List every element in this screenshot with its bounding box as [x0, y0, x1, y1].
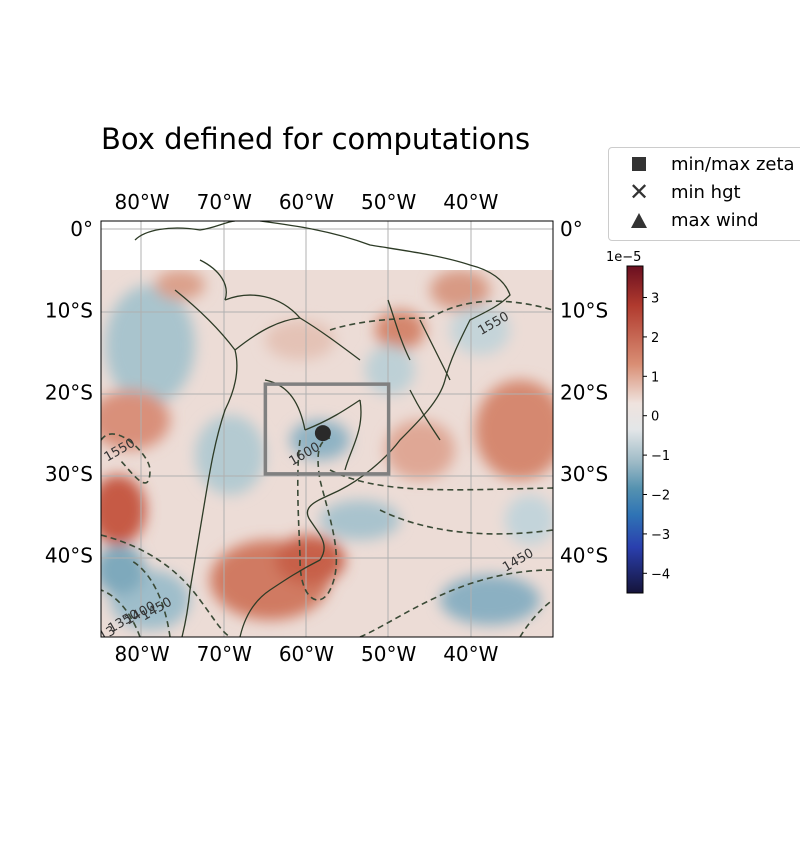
contour-1450-se: [359, 569, 553, 637]
colorbar-tick-label: 3: [651, 292, 659, 307]
lat-label-left: 10°S: [45, 299, 93, 323]
lat-labels-right: 0° 10°S 20°S 30°S 40°S: [560, 217, 608, 567]
colorbar-tick-label: −3: [651, 528, 670, 543]
x-marker-icon: ✕: [628, 178, 650, 206]
lon-label-top: 50°W: [361, 190, 416, 214]
lat-label-right: 20°S: [560, 380, 608, 404]
contour-1550-north: [329, 300, 553, 331]
contour-1550-west: [101, 433, 151, 484]
lon-label-top: 70°W: [197, 190, 252, 214]
contour-1400: [129, 559, 171, 637]
lat-labels-left: 0° 10°S 20°S 30°S 40°S: [45, 217, 93, 567]
contour-east: [329, 469, 553, 491]
coastline-west: [174, 289, 238, 637]
lon-label-bottom: 40°W: [443, 642, 498, 666]
contour-1600: [296, 437, 338, 601]
lon-label-bottom: 70°W: [197, 642, 252, 666]
contour-1450-sw: [101, 534, 231, 637]
lat-label-left: 20°S: [45, 380, 93, 404]
legend-item-hgt: ✕ min hgt: [609, 180, 741, 204]
lat-label-right: 30°S: [560, 462, 608, 486]
square-marker-icon: [609, 157, 669, 171]
colorbar-tick-label: 1: [651, 370, 659, 385]
contour-se-corner: [519, 599, 553, 637]
colorbar-tick-label: −1: [651, 449, 670, 464]
legend-label-wind: max wind: [671, 209, 759, 231]
colorbar-exponent: 1e−5: [606, 250, 641, 265]
contour-east-2: [379, 509, 553, 535]
colorbar-tick-label: 0: [651, 410, 659, 425]
lon-label-top: 60°W: [279, 190, 334, 214]
colorbar-ticks: 3 2 1 0 −1 −2 −3 −4: [643, 292, 670, 582]
legend-label-zeta: min/max zeta: [671, 153, 795, 175]
legend-item-zeta: min/max zeta: [609, 152, 795, 176]
lon-label-top: 40°W: [443, 190, 498, 214]
height-contours: [101, 300, 553, 637]
figure-title: Box defined for computations: [101, 122, 531, 156]
colorbar-bar: [626, 265, 644, 594]
lat-label-left: 40°S: [45, 543, 93, 567]
coastlines-and-borders: [134, 221, 511, 637]
lon-label-bottom: 50°W: [361, 642, 416, 666]
triangle-marker-icon: [609, 212, 669, 228]
lat-label-left: 0°: [70, 217, 93, 241]
lon-label-bottom: 60°W: [279, 642, 334, 666]
country-borders: [199, 259, 451, 471]
legend-item-wind: max wind: [609, 208, 759, 232]
lon-labels-top: 80°W 70°W 60°W 50°W 40°W: [114, 190, 498, 214]
lon-label-top: 80°W: [114, 190, 169, 214]
computation-box: [263, 382, 391, 476]
coastline-east: [134, 221, 511, 637]
legend: min/max zeta ✕ min hgt max wind: [608, 147, 800, 241]
map-frame: [100, 220, 554, 638]
lat-label-left: 30°S: [45, 462, 93, 486]
colorbar-tick-label: −4: [651, 567, 670, 582]
center-point-marker: [314, 425, 331, 442]
lat-label-right: 10°S: [560, 299, 608, 323]
legend-label-hgt: min hgt: [671, 181, 741, 203]
lat-label-right: 0°: [560, 217, 583, 241]
lat-label-right: 40°S: [560, 543, 608, 567]
lon-label-bottom: 80°W: [114, 642, 169, 666]
colorbar-tick-label: 2: [651, 331, 659, 346]
colorbar-tick-label: −2: [651, 489, 670, 504]
lon-labels-bottom: 80°W 70°W 60°W 50°W 40°W: [114, 642, 498, 666]
colorbar: 1e−5 3 2 1 0 −1 −2 −3 −4: [606, 250, 670, 594]
